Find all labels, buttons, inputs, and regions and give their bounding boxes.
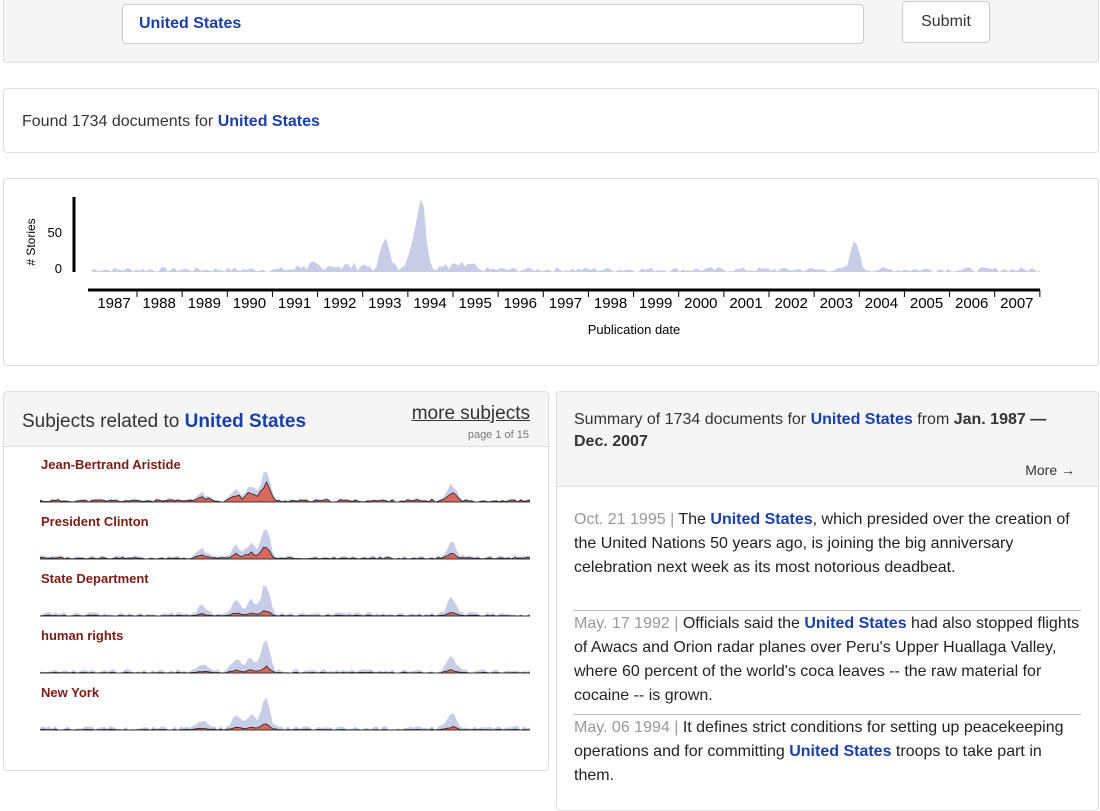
more-subjects-link[interactable]: more subjects bbox=[411, 403, 530, 424]
x-axis-label: Publication date bbox=[588, 322, 681, 337]
sparkline-background-area bbox=[40, 640, 530, 673]
timeline-area-series bbox=[92, 200, 1040, 272]
document-term: United States bbox=[710, 511, 813, 528]
document-separator bbox=[574, 610, 1081, 611]
x-tick-label: 2001 bbox=[729, 295, 762, 312]
summary-title: Summary of 1734 documents for United Sta… bbox=[574, 409, 1084, 453]
summary-header: Summary of 1734 documents for United Sta… bbox=[557, 392, 1098, 487]
x-tick-label: 1989 bbox=[188, 295, 221, 312]
x-tick-label: 2005 bbox=[910, 295, 943, 312]
x-tick-label: 2003 bbox=[820, 295, 853, 312]
summary-title-term: United States bbox=[810, 411, 913, 428]
document-date: May. 06 1994 | bbox=[574, 719, 683, 736]
subject-label[interactable]: State Department bbox=[41, 571, 149, 586]
x-tick-label: 1994 bbox=[413, 295, 446, 312]
x-tick-label: 2006 bbox=[955, 295, 988, 312]
document-text: The bbox=[678, 511, 711, 528]
x-tick-label: 2007 bbox=[1000, 295, 1033, 312]
document-term: United States bbox=[804, 615, 907, 632]
x-tick-label: 2002 bbox=[774, 295, 807, 312]
page-info: page 1 of 15 bbox=[467, 429, 529, 441]
x-tick-label: 1990 bbox=[233, 295, 266, 312]
y-tick-label: 0 bbox=[55, 261, 62, 276]
x-tick-label: 1988 bbox=[142, 295, 175, 312]
subjects-header: Subjects related to United States more s… bbox=[4, 392, 548, 447]
document-text: troops to take part in them. bbox=[574, 743, 1042, 784]
subjects-title-term: United States bbox=[184, 411, 307, 432]
x-tick-label: 1992 bbox=[323, 295, 356, 312]
document-text: Officials said the bbox=[682, 615, 805, 632]
document-text: had also stopped flights of Awacs and Or… bbox=[574, 615, 1080, 704]
x-tick-label: 1997 bbox=[549, 295, 582, 312]
x-tick-label: 2004 bbox=[865, 295, 898, 312]
sparkline-subject-area bbox=[40, 480, 530, 503]
summary-title-mid: from bbox=[917, 411, 950, 428]
sparkline-background-area bbox=[40, 529, 530, 559]
x-tick-label: 1993 bbox=[368, 295, 401, 312]
results-count-prefix: Found 1734 documents for bbox=[22, 113, 214, 130]
sparkline-background-area bbox=[40, 584, 530, 616]
x-tick-label: 1995 bbox=[458, 295, 491, 312]
search-input[interactable] bbox=[122, 4, 864, 44]
subjects-list: Jean-Bertrand Aristide President Clinton S… bbox=[4, 447, 548, 767]
subjects-title-prefix: Subjects related to bbox=[22, 411, 180, 432]
document-date: Oct. 21 1995 | bbox=[574, 511, 679, 528]
results-count-panel: Found 1734 documents for United States bbox=[3, 88, 1099, 153]
subjects-panel: Subjects related to United States more s… bbox=[3, 391, 549, 771]
document-snippet[interactable]: May. 06 1994 | It defines strict conditi… bbox=[574, 716, 1081, 788]
timeline-chart: # Stories 50 0 1987 1988 1989 1990 1991 1992 1… bbox=[24, 197, 1041, 337]
summary-date-range: Jan. 1987 — Dec. 2007 bbox=[574, 411, 1047, 450]
sparkline-subject-area bbox=[40, 546, 530, 560]
subject-sparkline bbox=[40, 529, 530, 560]
results-count-term: United States bbox=[217, 113, 320, 130]
more-link[interactable]: More → bbox=[1025, 462, 1075, 478]
search-panel: Submit bbox=[3, 0, 1099, 63]
subject-label[interactable]: Jean-Bertrand Aristide bbox=[41, 457, 181, 472]
x-tick-label: 1996 bbox=[504, 295, 537, 312]
summary-title-prefix: Summary of 1734 documents for bbox=[574, 411, 807, 428]
document-snippet[interactable]: May. 17 1992 | Officials said the United… bbox=[574, 612, 1081, 708]
summary-panel: Summary of 1734 documents for United Sta… bbox=[556, 391, 1099, 811]
subject-label[interactable]: President Clinton bbox=[41, 514, 149, 529]
subject-sparkline bbox=[40, 698, 530, 731]
x-tick-label: 1999 bbox=[639, 295, 672, 312]
subject-label[interactable]: New York bbox=[41, 685, 100, 700]
x-tick-label: 1991 bbox=[278, 295, 311, 312]
subject-label[interactable]: human rights bbox=[41, 628, 124, 643]
document-date: May. 17 1992 | bbox=[574, 615, 683, 632]
document-text: , which presided over the creation of th… bbox=[574, 511, 1070, 576]
timeline-panel: # Stories 50 0 1987 1988 1989 1990 1991 1992 1… bbox=[3, 178, 1099, 366]
subject-sparkline bbox=[40, 471, 530, 503]
document-separator bbox=[574, 714, 1081, 715]
subject-sparkline bbox=[40, 640, 530, 674]
document-term: United States bbox=[789, 743, 892, 760]
sparkline-background-area bbox=[40, 698, 530, 730]
subject-sparkline bbox=[40, 584, 530, 617]
x-tick-label: 2000 bbox=[684, 295, 717, 312]
subjects-title: Subjects related to United States bbox=[22, 411, 306, 433]
x-tick-label: 1998 bbox=[594, 295, 627, 312]
x-tick-label: 1987 bbox=[97, 295, 130, 312]
document-text: It defines strict conditions for setting… bbox=[574, 719, 1064, 760]
submit-button[interactable]: Submit bbox=[902, 1, 990, 43]
y-tick-label: 50 bbox=[48, 225, 62, 240]
document-snippet[interactable]: Oct. 21 1995 | The United States, which … bbox=[574, 508, 1081, 580]
y-axis-label: # Stories bbox=[24, 218, 38, 265]
results-count-text: Found 1734 documents for United States bbox=[22, 113, 320, 131]
